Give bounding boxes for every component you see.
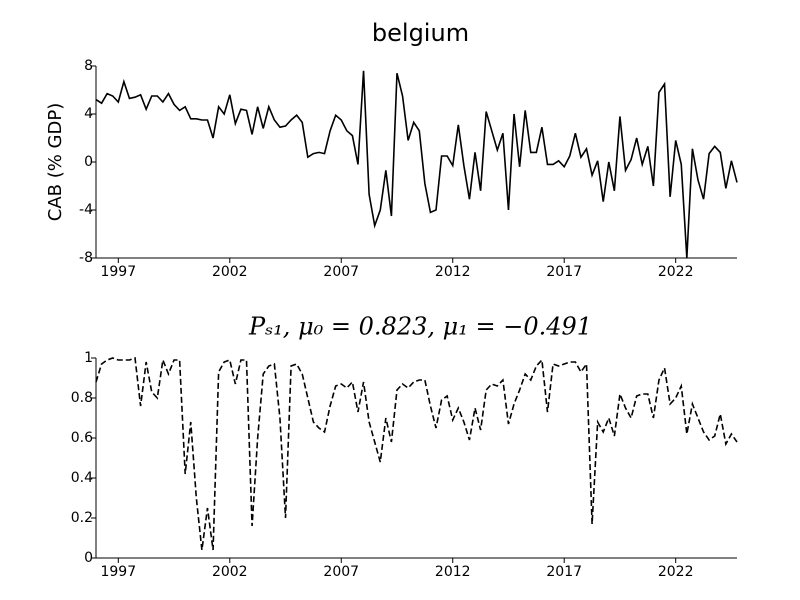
x-tick-label: 1997 (100, 264, 136, 280)
x-tick-label: 2017 (546, 564, 582, 580)
x-tick-label: 2022 (658, 564, 694, 580)
y-tick-label: -8 (79, 250, 93, 266)
y-tick-label: 0 (84, 550, 93, 566)
x-tick-label: 2002 (212, 264, 248, 280)
x-tick-label: 2007 (323, 264, 359, 280)
data-line (95, 70, 738, 259)
y-tick-label: 8 (84, 58, 93, 74)
x-tick-label: 2012 (435, 564, 471, 580)
x-tick-label: 2002 (212, 564, 248, 580)
x-tick-label: 2022 (658, 264, 694, 280)
y-tick-label: 0 (84, 154, 93, 170)
y-tick-label: 0.6 (71, 430, 93, 446)
y-tick-label: 1 (84, 350, 93, 366)
y-axis-label: CAB (% GDP) (45, 103, 66, 222)
chart-title: Pₛ₁, μ₀ = 0.823, μ₁ = −0.491 (248, 313, 592, 341)
y-tick-label: 0.4 (71, 470, 93, 486)
x-tick-label: 2017 (546, 264, 582, 280)
y-tick-label: 0.8 (71, 390, 93, 406)
x-tick-label: 2012 (435, 264, 471, 280)
x-tick-label: 2007 (323, 564, 359, 580)
y-tick-label: -4 (79, 202, 93, 218)
y-tick-label: 4 (84, 106, 93, 122)
x-tick-label: 1997 (100, 564, 136, 580)
data-line (95, 356, 738, 551)
chart-title: belgium (372, 19, 469, 47)
y-tick-label: 0.2 (71, 510, 93, 526)
